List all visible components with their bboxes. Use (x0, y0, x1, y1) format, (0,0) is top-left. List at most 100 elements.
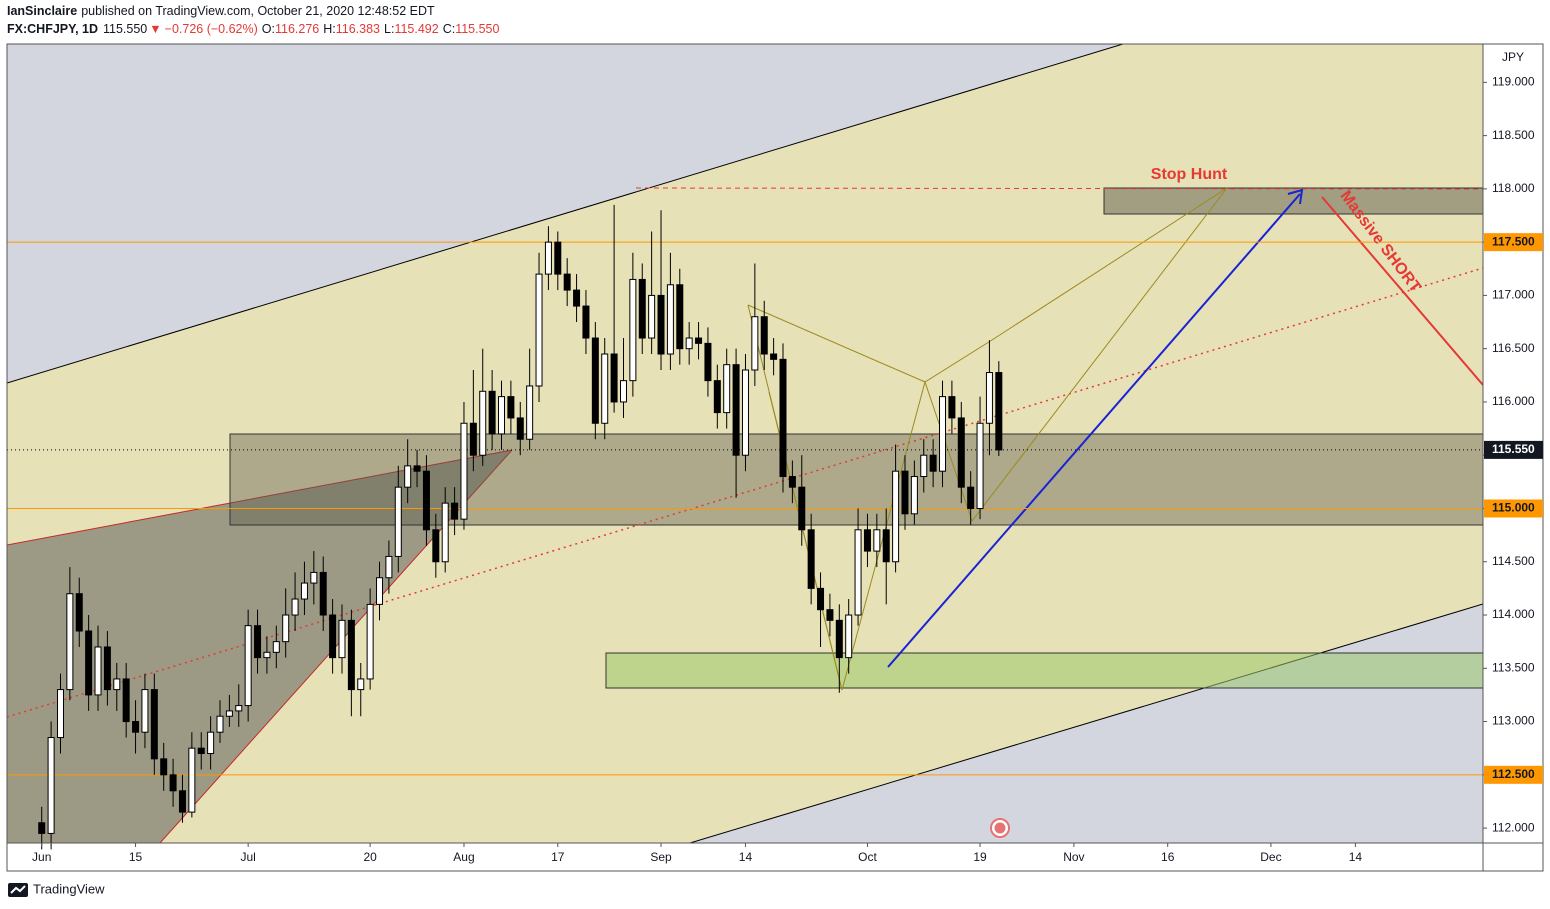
candle-body (713, 380, 721, 414)
candle-body (685, 337, 693, 350)
candle-body (169, 774, 177, 792)
candle-body (498, 396, 506, 435)
last-price-tag (1484, 440, 1543, 459)
candle-body (591, 337, 599, 424)
y-tick-label: 118.500 (1492, 128, 1535, 142)
candle-body (582, 305, 590, 339)
candle-body (113, 678, 121, 691)
candle-body (460, 422, 468, 520)
candle-body (263, 651, 271, 659)
ohlc-label: O: (262, 22, 275, 36)
candle-body (920, 454, 928, 478)
candle-body (554, 241, 562, 275)
candle-body (854, 529, 862, 616)
candle-body (835, 619, 843, 659)
candle-body (770, 353, 778, 360)
candle-body (788, 476, 796, 488)
candle-body (507, 396, 515, 419)
candle-body (995, 372, 1003, 451)
candle-body (75, 593, 83, 632)
candle-body (216, 715, 224, 733)
candle-body (845, 614, 853, 659)
ohlc-label: H: (323, 22, 336, 36)
candle-body (141, 689, 149, 733)
channel-bottom (689, 603, 1483, 843)
x-tick-label: Aug (453, 850, 474, 864)
ohlc-value: 116.276 (275, 22, 319, 36)
candle-body (338, 619, 346, 659)
level-tag (1484, 233, 1543, 252)
publish-line: IanSinclaire published on TradingView.com… (7, 4, 435, 18)
axes: 112.000 112.500 113.000 113.500 114.000 114.5… (32, 75, 1543, 864)
candle-body (929, 454, 937, 472)
candle-body (723, 364, 731, 414)
y-tick-label: 117.000 (1492, 288, 1535, 302)
x-tick-label: Oct (858, 850, 877, 864)
x-tick-label: Jun (32, 850, 51, 864)
candle-body (939, 396, 947, 472)
candle-body (85, 630, 93, 696)
logo (8, 883, 28, 897)
candle-body (300, 582, 308, 600)
candle-body (610, 353, 618, 403)
candle-body (732, 364, 740, 456)
zone (229, 433, 1483, 526)
candle-body (385, 555, 393, 579)
annotation: Stop Hunt (1151, 166, 1228, 183)
candle-body (563, 273, 571, 291)
candle-body (103, 646, 111, 691)
x-tick-label: 16 (1161, 850, 1175, 864)
candle-body (47, 737, 55, 834)
candle-body (751, 316, 759, 371)
candle-body (132, 721, 140, 733)
candle-body (619, 380, 627, 403)
change: −0.726 (−0.62%) (165, 22, 258, 36)
x-tick-label: 19 (973, 850, 987, 864)
trend-line (7, 267, 1483, 718)
candle-body (967, 486, 975, 509)
ohlc-value: 115.492 (394, 22, 438, 36)
x-tick-label: 14 (1349, 850, 1363, 864)
y-tick-label: 114.000 (1492, 607, 1535, 621)
x-tick-label: Sep (650, 850, 672, 864)
x-tick-label: 17 (551, 850, 565, 864)
blue-arrow (887, 193, 1301, 668)
y-tick-label: 116.000 (1492, 394, 1535, 408)
ohlc-value: 116.383 (336, 22, 380, 36)
candle-body (601, 353, 609, 424)
candle-body (807, 529, 815, 589)
level-label: 115.000 (1492, 501, 1535, 515)
candle-body (573, 289, 581, 307)
y-tick-label: 112.000 (1492, 820, 1535, 834)
candle-body (695, 337, 703, 344)
publish-info: published on TradingView.com, October 21… (81, 4, 435, 18)
candle-body (873, 529, 881, 552)
candle-body (347, 619, 355, 691)
x-tick-label: 14 (739, 850, 753, 864)
candle-body (948, 396, 956, 419)
candle-body (892, 470, 900, 563)
currency: JPY (1502, 50, 1524, 64)
candle-body (254, 625, 262, 659)
candle-body (66, 593, 74, 691)
candle-body (666, 284, 674, 355)
red-arrow (1321, 196, 1483, 386)
candle-body (535, 273, 543, 387)
candle-body (282, 614, 290, 643)
candle-body (779, 358, 787, 478)
candle-body (207, 731, 215, 755)
candle-body (648, 294, 656, 339)
candle-body (319, 571, 327, 616)
candle-body (432, 529, 440, 563)
channel-top (7, 44, 1124, 384)
candle-body (704, 342, 712, 382)
candle-body (366, 603, 374, 680)
candle-body (657, 294, 665, 355)
candle-body (826, 609, 834, 621)
level-tag (1484, 765, 1543, 784)
brand: TradingView (33, 881, 105, 896)
candle-body (272, 641, 280, 653)
candle-body (329, 614, 337, 659)
candle-body (413, 465, 421, 472)
